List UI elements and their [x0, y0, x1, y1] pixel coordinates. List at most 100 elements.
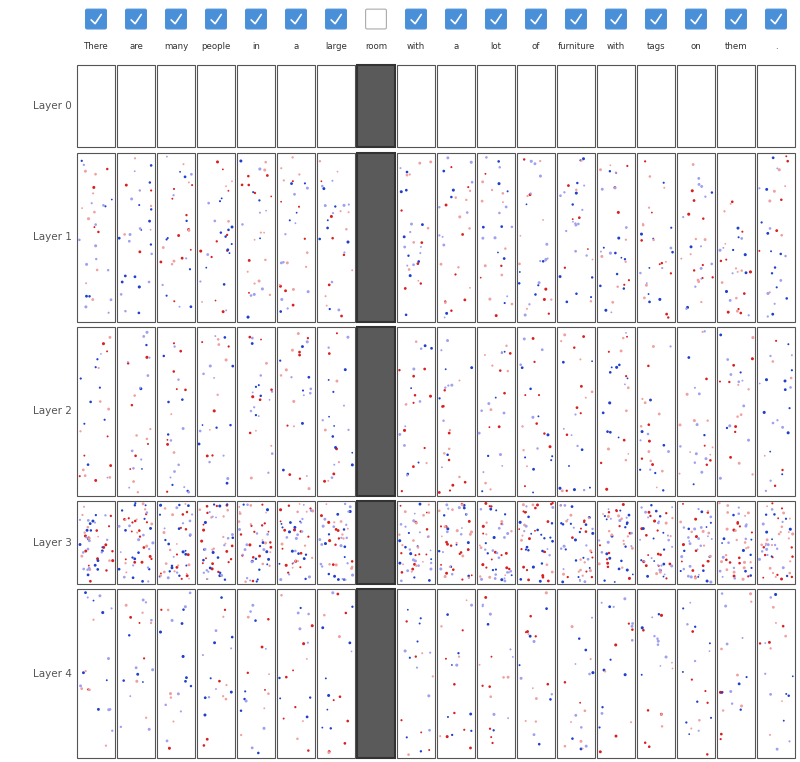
FancyBboxPatch shape	[86, 9, 106, 29]
Point	[694, 539, 707, 552]
Point	[580, 249, 593, 261]
Point	[778, 180, 791, 192]
Point	[261, 559, 274, 571]
Point	[545, 293, 558, 306]
Point	[473, 658, 486, 671]
Bar	[397, 501, 435, 584]
Point	[82, 562, 95, 575]
Point	[683, 535, 696, 547]
Point	[759, 668, 772, 680]
Point	[342, 198, 355, 210]
Point	[479, 537, 492, 549]
Point	[252, 747, 265, 759]
Point	[250, 527, 263, 539]
Point	[604, 426, 617, 438]
Point	[287, 395, 300, 408]
Point	[574, 696, 586, 709]
Bar	[358, 152, 395, 322]
Point	[404, 270, 417, 282]
Point	[734, 703, 747, 716]
Point	[199, 692, 212, 704]
Point	[407, 514, 420, 527]
Point	[519, 626, 532, 639]
Point	[393, 364, 406, 376]
Point	[441, 526, 454, 538]
Point	[714, 329, 727, 341]
FancyBboxPatch shape	[166, 9, 186, 29]
Point	[322, 214, 334, 226]
Point	[517, 561, 530, 573]
Point	[274, 692, 286, 704]
Point	[762, 287, 774, 299]
Point	[558, 328, 571, 341]
Bar	[358, 589, 395, 758]
Point	[223, 247, 236, 259]
Bar	[77, 152, 115, 322]
Point	[276, 543, 289, 555]
Point	[198, 567, 210, 579]
Point	[213, 338, 226, 351]
Point	[180, 252, 193, 264]
Point	[416, 647, 429, 659]
Bar	[517, 501, 555, 584]
Point	[657, 571, 670, 583]
Bar	[198, 501, 235, 584]
Point	[612, 510, 625, 522]
Point	[489, 572, 502, 584]
Point	[771, 162, 784, 174]
Point	[184, 244, 197, 256]
Point	[560, 485, 573, 497]
Point	[496, 459, 509, 472]
Point	[692, 276, 705, 288]
Point	[578, 331, 590, 343]
Point	[441, 538, 454, 550]
Point	[559, 543, 572, 555]
Point	[256, 519, 269, 531]
Point	[735, 232, 748, 245]
Point	[678, 521, 690, 533]
Point	[164, 687, 177, 700]
Point	[103, 472, 116, 484]
FancyBboxPatch shape	[486, 9, 506, 29]
Point	[498, 297, 511, 309]
Point	[118, 571, 130, 583]
Point	[74, 514, 86, 526]
Point	[291, 733, 304, 745]
Point	[619, 521, 632, 533]
Point	[251, 573, 264, 585]
Point	[721, 422, 734, 434]
Point	[702, 555, 714, 567]
Point	[225, 642, 238, 655]
Point	[697, 559, 710, 572]
Point	[322, 411, 335, 423]
Text: them: them	[725, 42, 747, 51]
Text: with: with	[407, 42, 425, 51]
Point	[254, 370, 267, 382]
Point	[460, 594, 473, 607]
Point	[204, 562, 217, 574]
Point	[561, 296, 574, 308]
Point	[576, 742, 589, 754]
Point	[170, 566, 183, 578]
Point	[182, 500, 195, 512]
Point	[666, 662, 679, 674]
Point	[203, 424, 216, 436]
Point	[617, 332, 630, 344]
Point	[275, 162, 288, 174]
Point	[106, 725, 118, 737]
Point	[298, 539, 311, 552]
Point	[593, 534, 606, 546]
Point	[286, 152, 299, 164]
Point	[689, 280, 702, 293]
Point	[634, 533, 646, 546]
Point	[417, 555, 430, 568]
Point	[410, 335, 422, 347]
Point	[217, 610, 230, 623]
Point	[734, 408, 747, 421]
Point	[418, 442, 431, 454]
Point	[162, 538, 175, 550]
Point	[222, 504, 234, 517]
Bar	[317, 589, 354, 758]
Point	[285, 371, 298, 383]
Point	[584, 653, 597, 665]
